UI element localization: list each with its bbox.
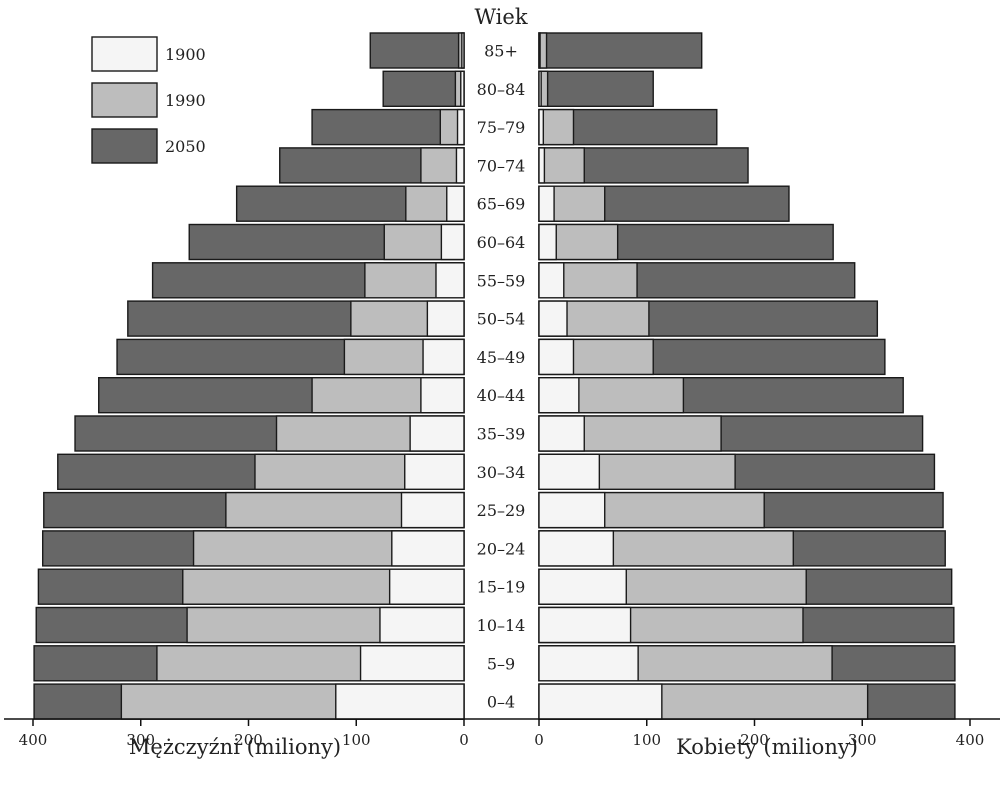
bar-women-1900-80–84 xyxy=(538,70,542,108)
age-label: 35–39 xyxy=(477,425,526,444)
age-label: 60–64 xyxy=(477,233,526,252)
age-labels: 85+ 80–84 75–79 70–74 65–69 60–64 55–59 50–54 45… xyxy=(477,42,526,712)
legend-swatch-1900 xyxy=(91,36,158,72)
bar-men-1900-0–4 xyxy=(335,683,465,720)
women-tick-label: 200 xyxy=(740,731,769,749)
bar-men-2050-75–79 xyxy=(311,108,465,146)
bar-women-1900-70–74 xyxy=(538,147,546,184)
bar-women-1900-85+ xyxy=(538,32,541,69)
bar-women-1900-60–64 xyxy=(538,223,557,261)
bar-women-2050-80–84 xyxy=(538,70,654,108)
bar-men-1900-30–34 xyxy=(404,453,465,490)
age-label: 0–4 xyxy=(487,693,515,712)
bar-men-2050-80–84 xyxy=(382,70,465,108)
bar-men-1900-10–14 xyxy=(379,606,465,644)
bar-women-1900-45–49 xyxy=(538,338,575,376)
bar-women-1900-35–39 xyxy=(538,415,585,452)
bar-men-1900-25–29 xyxy=(400,491,465,529)
age-label: 25–29 xyxy=(477,501,526,520)
legend-label-2050: 2050 xyxy=(165,137,206,156)
legend-swatch-1990 xyxy=(91,82,158,118)
legend-label-1990: 1990 xyxy=(165,91,206,110)
bar-women-1900-65–69 xyxy=(538,185,555,222)
men-tick-label: 200 xyxy=(234,731,263,749)
age-label: 65–69 xyxy=(477,195,526,214)
bar-women-1900-10–14 xyxy=(538,606,632,644)
bar-men-1900-35–39 xyxy=(409,415,465,452)
bar-men-1900-5–9 xyxy=(359,645,465,682)
bar-women-1990-70–74 xyxy=(538,147,585,184)
bar-men-1900-65–69 xyxy=(446,185,465,222)
bar-men-1900-45–49 xyxy=(422,338,465,376)
men-tick-label: 300 xyxy=(126,731,155,749)
axis-ticks: 400 300 200 100 0 0 100 200 300 400 xyxy=(19,719,985,749)
age-label: 80–84 xyxy=(477,80,526,99)
bar-men-1900-20–24 xyxy=(391,530,465,567)
bar-men-1900-70–74 xyxy=(455,147,465,184)
legend-swatch-2050 xyxy=(91,128,158,164)
bar-women-1900-40–44 xyxy=(538,377,580,414)
bar-men-1900-75–79 xyxy=(456,108,465,146)
age-label: 70–74 xyxy=(477,156,526,175)
bar-women-1900-25–29 xyxy=(538,491,606,529)
bar-men-1900-80–84 xyxy=(460,70,465,108)
age-label: 85+ xyxy=(484,42,518,61)
bar-women-2050-85+ xyxy=(538,32,703,69)
bar-women-1900-15–19 xyxy=(538,568,627,605)
legend-label-1900: 1900 xyxy=(165,45,206,64)
center-title: Wiek xyxy=(474,5,527,29)
women-tick-label: 400 xyxy=(956,731,985,749)
age-label: 30–34 xyxy=(477,463,526,482)
bar-men-1900-85+ xyxy=(461,32,465,69)
bar-men-1900-50–54 xyxy=(426,300,465,337)
bar-women-1900-55–59 xyxy=(538,262,565,299)
men-axis-label: Mężczyźni (miliony) xyxy=(129,735,341,759)
bar-women-1900-30–34 xyxy=(538,453,601,490)
bars-layer xyxy=(33,32,956,720)
bar-women-1900-5–9 xyxy=(538,645,639,682)
age-label: 5–9 xyxy=(487,654,515,673)
bar-women-1900-50–54 xyxy=(538,300,568,337)
bar-women-1900-20–24 xyxy=(538,530,615,567)
age-label: 40–44 xyxy=(477,386,526,405)
bar-women-1990-75–79 xyxy=(538,108,575,146)
age-label: 10–14 xyxy=(477,616,526,635)
women-tick-label: 300 xyxy=(848,731,877,749)
bar-men-1900-60–64 xyxy=(440,223,465,261)
men-tick-label: 400 xyxy=(19,731,48,749)
age-label: 50–54 xyxy=(477,310,526,329)
bar-men-1900-55–59 xyxy=(435,262,465,299)
bar-men-2050-85+ xyxy=(369,32,465,69)
men-tick-label: 0 xyxy=(459,731,469,749)
age-label: 75–79 xyxy=(477,118,526,137)
women-tick-label: 100 xyxy=(632,731,661,749)
age-label: 45–49 xyxy=(477,348,526,367)
age-label: 20–24 xyxy=(477,539,526,558)
age-label: 15–19 xyxy=(477,578,526,597)
bar-women-1900-0–4 xyxy=(538,683,663,720)
legend: 1900 1990 2050 xyxy=(91,36,206,164)
women-axis-label: Kobiety (miliony) xyxy=(676,735,858,759)
bar-men-1900-15–19 xyxy=(388,568,465,605)
age-label: 55–59 xyxy=(477,271,526,290)
men-tick-label: 100 xyxy=(342,731,371,749)
bar-women-1900-75–79 xyxy=(538,108,545,146)
women-tick-label: 0 xyxy=(534,731,544,749)
bar-men-1900-40–44 xyxy=(420,377,465,414)
